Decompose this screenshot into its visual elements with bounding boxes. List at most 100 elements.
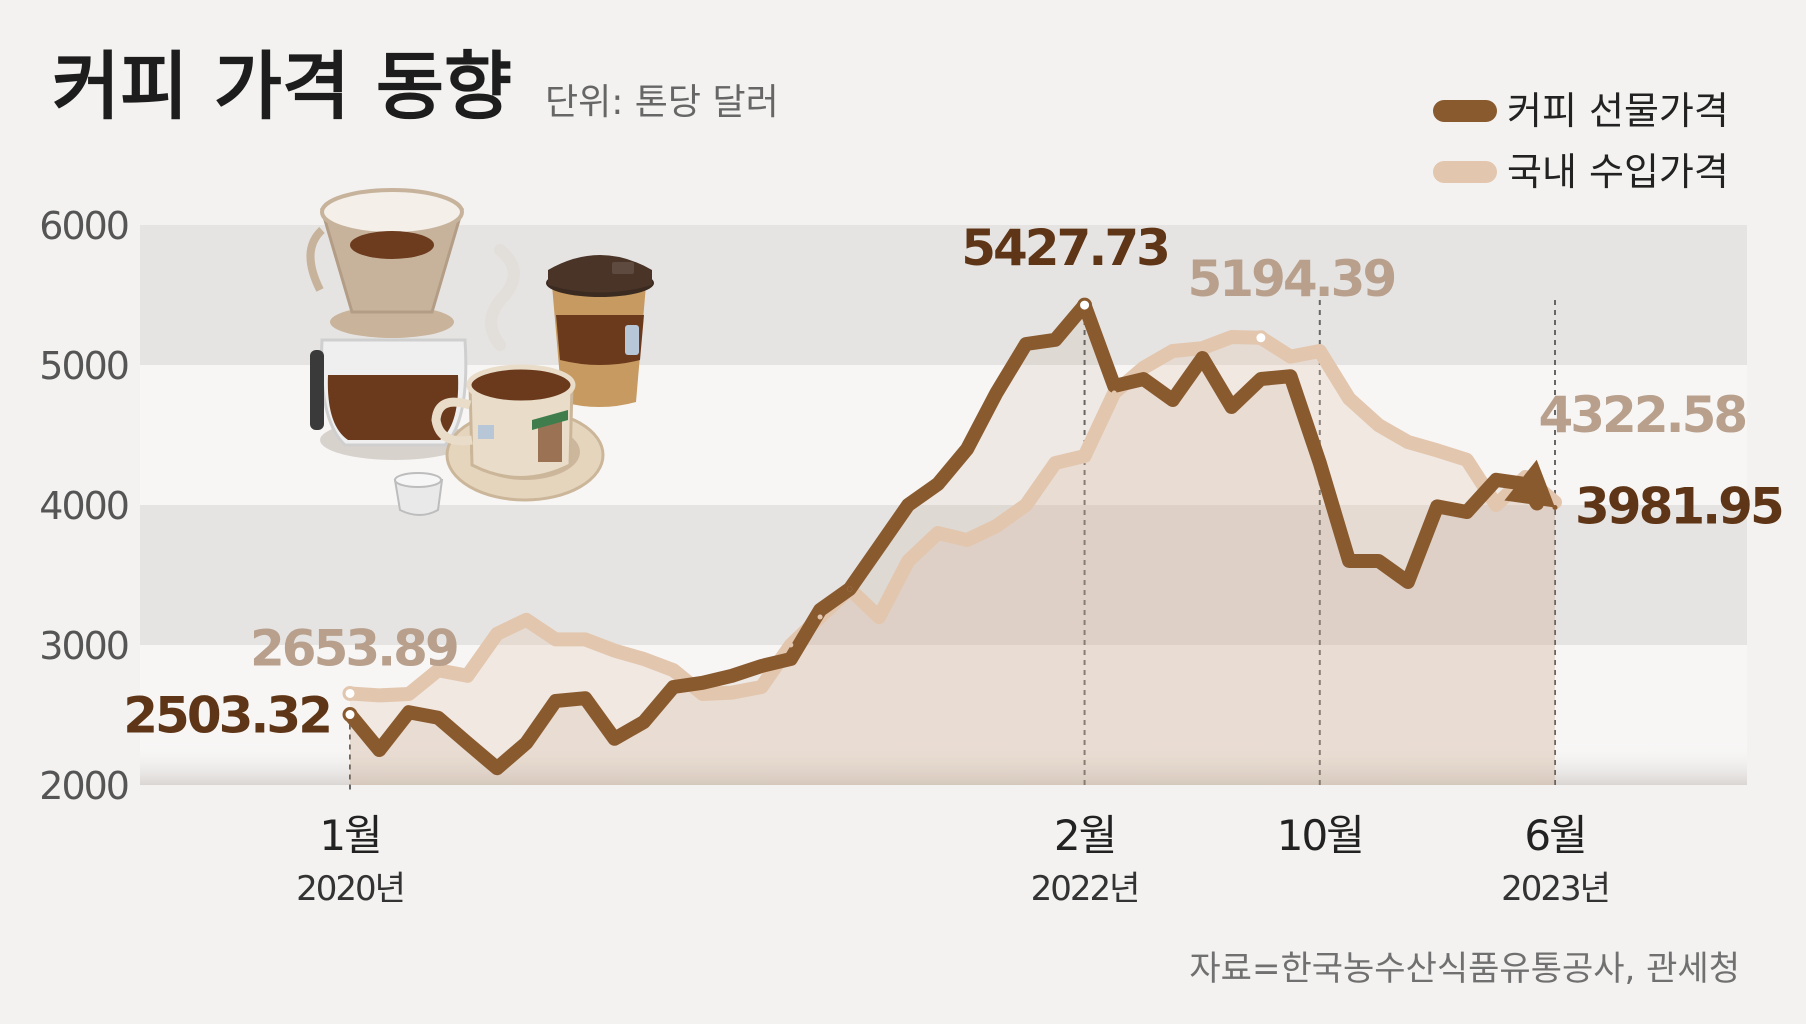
source-note: 자료=한국농수산식품유통공사, 관세청 [1189, 949, 1740, 989]
futures-price-point [553, 698, 559, 704]
futures-price-point [935, 481, 941, 487]
takeaway-cup-icon [546, 255, 654, 407]
import-price-point [729, 690, 735, 696]
futures-price-point [905, 502, 911, 508]
futures-price-point [376, 747, 382, 753]
import-price-point [553, 636, 559, 642]
plot-bands [140, 225, 1747, 785]
futures-price-point [700, 680, 706, 686]
x-tick-month: 6월 [1524, 811, 1585, 860]
import-price-point [1023, 502, 1029, 508]
futures-price-point [1229, 404, 1235, 410]
import-price-point [523, 617, 529, 623]
import-price-point [1464, 457, 1470, 463]
import-start-dot [342, 685, 358, 701]
futures-price-point [494, 765, 500, 771]
y-tick-label: 6000 [39, 204, 128, 248]
futures-price-point [964, 446, 970, 452]
futures-price-point [1317, 460, 1323, 466]
futures-value-label: 2503.32 [123, 687, 330, 745]
import-price-point [611, 648, 617, 654]
x-tick-year: 2023년 [1501, 869, 1609, 909]
futures-value-label: 5427.73 [961, 219, 1168, 277]
import-price-point [1082, 453, 1088, 459]
import-price-point [1140, 365, 1146, 371]
y-tick-label: 3000 [39, 624, 128, 668]
import-price-point [788, 642, 794, 648]
import-price-point [1317, 348, 1323, 354]
import-price-point [1229, 334, 1235, 340]
futures-price-point [464, 740, 470, 746]
import-price-point [1111, 390, 1117, 396]
x-tick-month: 10월 [1277, 811, 1363, 860]
futures-price-point [523, 740, 529, 746]
import-price-point [1405, 439, 1411, 445]
import-price-line [343, 330, 1562, 703]
import-price-point [435, 667, 441, 673]
futures-price-point [1170, 397, 1176, 403]
import-price-point [700, 691, 706, 697]
futures-price-point [1023, 341, 1029, 347]
futures-price-point [582, 695, 588, 701]
y-tick-label: 4000 [39, 484, 128, 528]
x-axis: 1월 2020년 2월 2022년 10월 6월 2023년 [296, 811, 1611, 909]
futures-price-point [1258, 376, 1264, 382]
futures-price-area [350, 305, 1555, 785]
import-price-point [1052, 460, 1058, 466]
import-price-point [464, 673, 470, 679]
futures-price-point [1464, 509, 1470, 515]
import-price-point [759, 684, 765, 690]
futures-price-point [641, 719, 647, 725]
import-peak-dot [1253, 330, 1269, 346]
import-value-label: 2653.89 [250, 619, 457, 677]
futures-price-point [1405, 579, 1411, 585]
milk-pitcher-icon [393, 472, 444, 516]
futures-price-point [788, 656, 794, 662]
import-price-point [1170, 348, 1176, 354]
band-bottom-shade [140, 740, 1747, 785]
import-price-point [494, 631, 500, 637]
y-tick-label: 5000 [39, 344, 128, 388]
futures-arrowhead-icon [1504, 459, 1555, 508]
import-price-point [1434, 447, 1440, 453]
futures-price-point [1111, 383, 1117, 389]
x-tick-year: 2020년 [296, 869, 404, 909]
futures-price-point [670, 684, 676, 690]
import-price-point [817, 614, 823, 620]
coffee-mug-icon [431, 364, 605, 502]
futures-price-point [1052, 337, 1058, 343]
line-markers [342, 297, 1558, 771]
futures-price-point [406, 709, 412, 715]
import-price-point [993, 523, 999, 529]
futures-price-point [847, 586, 853, 592]
futures-price-point [1140, 376, 1146, 382]
futures-price-point [759, 663, 765, 669]
reference-lines [349, 300, 1556, 790]
legend: 커피 선물가격 국내 수입가격 [1433, 89, 1729, 194]
futures-price-point [1434, 503, 1440, 509]
value-labels: 2503.32 5427.73 3981.95 2653.89 5194.39 4322.… [123, 219, 1785, 745]
steam-icon [485, 244, 520, 351]
import-price-point [905, 558, 911, 564]
import-price-point [376, 692, 382, 698]
import-price-point [876, 614, 882, 620]
import-price-point [1199, 345, 1205, 351]
coffee-illustration [306, 188, 654, 516]
x-tick-month: 1월 [319, 811, 380, 860]
import-price-point [935, 530, 941, 536]
import-price-point [1346, 396, 1352, 402]
y-axis: 6000 5000 4000 3000 2000 [39, 204, 130, 808]
import-price-area [350, 337, 1555, 785]
x-tick-year: 2022년 [1031, 869, 1139, 909]
import-price-point [1552, 499, 1558, 505]
import-price-point [641, 656, 647, 662]
futures-price-point [876, 544, 882, 550]
import-price-point [406, 691, 412, 697]
futures-price-point [817, 607, 823, 613]
chart-title: 커피 가격 동향 [52, 44, 512, 130]
import-price-point [582, 636, 588, 642]
import-price-point [1288, 354, 1294, 360]
futures-price-point [1493, 477, 1499, 483]
